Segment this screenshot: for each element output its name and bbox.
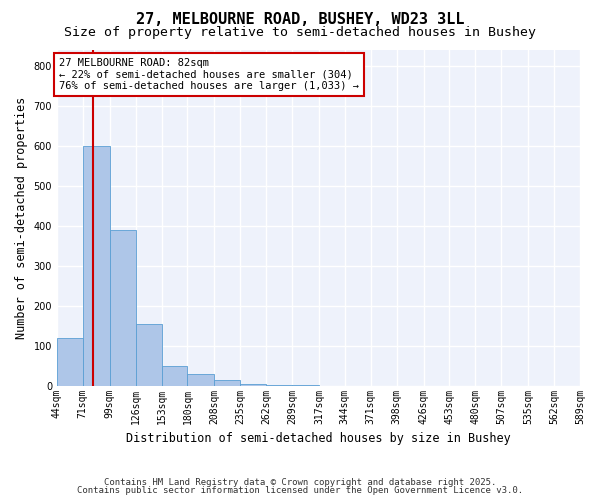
X-axis label: Distribution of semi-detached houses by size in Bushey: Distribution of semi-detached houses by … [126, 432, 511, 445]
Y-axis label: Number of semi-detached properties: Number of semi-detached properties [15, 96, 28, 339]
Bar [214, 380, 240, 386]
Bar [266, 385, 292, 386]
Bar [240, 384, 266, 386]
Bar [57, 338, 83, 386]
Text: Size of property relative to semi-detached houses in Bushey: Size of property relative to semi-detach… [64, 26, 536, 39]
Text: 27 MELBOURNE ROAD: 82sqm
← 22% of semi-detached houses are smaller (304)
76% of : 27 MELBOURNE ROAD: 82sqm ← 22% of semi-d… [59, 58, 359, 91]
Text: 27, MELBOURNE ROAD, BUSHEY, WD23 3LL: 27, MELBOURNE ROAD, BUSHEY, WD23 3LL [136, 12, 464, 28]
Bar [83, 146, 110, 386]
Bar [136, 324, 161, 386]
Text: Contains public sector information licensed under the Open Government Licence v3: Contains public sector information licen… [77, 486, 523, 495]
Bar [187, 374, 214, 386]
Bar [110, 230, 136, 386]
Bar [161, 366, 187, 386]
Text: Contains HM Land Registry data © Crown copyright and database right 2025.: Contains HM Land Registry data © Crown c… [104, 478, 496, 487]
